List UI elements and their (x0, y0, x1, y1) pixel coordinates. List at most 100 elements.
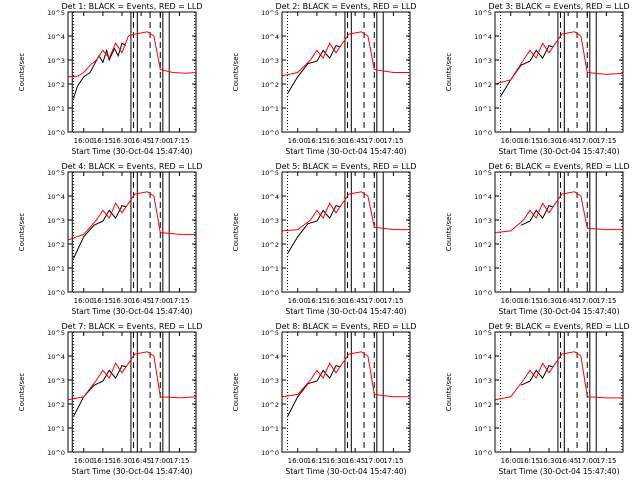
x-tick-label: 16:30 (326, 457, 346, 465)
panel-title: Det 3: BLACK = Events, RED = LLD (489, 2, 630, 11)
plot-frame (281, 331, 411, 453)
y-tick-label: 10^5 (474, 9, 492, 17)
y-tick-label: 10^3 (261, 57, 279, 65)
x-tick-label: 16:30 (112, 137, 132, 145)
x-tick-label: 17:15 (596, 137, 616, 145)
y-tick-label: 10^5 (474, 329, 492, 337)
y-tick-label: 10^3 (47, 377, 65, 385)
x-tick-label: 16:00 (501, 137, 521, 145)
x-tick-label: 17:00 (150, 297, 170, 305)
x-tick-label: 17:00 (364, 297, 384, 305)
panel-title: Det 7: BLACK = Events, RED = LLD (62, 322, 203, 331)
x-tick-label: 16:30 (539, 297, 559, 305)
x-axis-label: Start Time (30-Oct-04 15:47:40) (498, 467, 619, 476)
y-axis-label: Counts/sec (232, 53, 240, 92)
y-tick-label: 10^5 (474, 169, 492, 177)
y-tick-label: 10^5 (261, 329, 279, 337)
x-tick-label: 17:15 (383, 457, 403, 465)
x-tick-label: 16:15 (307, 297, 327, 305)
x-axis-label: Start Time (30-Oct-04 15:47:40) (71, 147, 192, 156)
panel-title: Det 4: BLACK = Events, RED = LLD (62, 162, 203, 171)
x-tick-label: 16:15 (307, 137, 327, 145)
x-tick-label: 17:00 (577, 457, 597, 465)
x-tick-label: 16:15 (520, 457, 540, 465)
events-series-line (287, 44, 340, 94)
x-tick-label: 17:00 (577, 137, 597, 145)
lld-series-line (495, 351, 623, 401)
y-axis-label: Counts/sec (18, 373, 26, 412)
x-tick-label: 16:00 (288, 297, 308, 305)
x-axis-label: Start Time (30-Oct-04 15:47:40) (285, 307, 406, 316)
x-tick-label: 16:45 (558, 137, 578, 145)
x-tick-label: 16:45 (345, 457, 365, 465)
x-tick-label: 16:15 (93, 297, 113, 305)
y-tick-label: 10^4 (47, 33, 65, 41)
x-tick-label: 16:15 (93, 457, 113, 465)
events-series-line (520, 364, 553, 386)
y-tick-label: 10^4 (47, 353, 65, 361)
x-tick-label: 16:15 (520, 297, 540, 305)
y-tick-label: 10^2 (474, 241, 492, 249)
y-tick-label: 10^5 (261, 169, 279, 177)
y-tick-label: 10^3 (261, 217, 279, 225)
x-tick-label: 16:15 (307, 457, 327, 465)
lld-series-line (68, 31, 197, 78)
plot-frame (67, 11, 197, 133)
x-axis-label: Start Time (30-Oct-04 15:47:40) (498, 307, 619, 316)
y-tick-label: 10^4 (474, 353, 492, 361)
y-axis-label: Counts/sec (232, 373, 240, 412)
y-tick-label: 10^2 (261, 81, 279, 89)
y-tick-label: 10^0 (261, 289, 279, 297)
y-tick-label: 10^5 (47, 329, 65, 337)
y-axis-label: Counts/sec (18, 53, 26, 92)
x-tick-label: 16:45 (558, 457, 578, 465)
x-tick-label: 17:15 (383, 137, 403, 145)
plot-frame (67, 171, 197, 293)
y-tick-label: 10^1 (47, 425, 65, 433)
panel-title: Det 1: BLACK = Events, RED = LLD (62, 2, 203, 11)
x-tick-label: 17:00 (577, 297, 597, 305)
events-series-line (73, 364, 126, 417)
x-tick-label: 16:45 (558, 297, 578, 305)
y-tick-label: 10^2 (474, 401, 492, 409)
y-tick-label: 10^4 (261, 193, 279, 201)
panel-title: Det 2: BLACK = Events, RED = LLD (276, 2, 417, 11)
y-axis-label: Counts/sec (232, 213, 240, 252)
x-tick-label: 17:00 (364, 457, 384, 465)
x-axis-label: Start Time (30-Oct-04 15:47:40) (71, 467, 192, 476)
y-tick-label: 10^2 (47, 81, 65, 89)
events-series-line (500, 44, 553, 97)
x-tick-label: 16:30 (112, 457, 132, 465)
x-axis-label: Start Time (30-Oct-04 15:47:40) (285, 467, 406, 476)
y-axis-label: Counts/sec (18, 213, 26, 252)
x-tick-label: 16:15 (520, 137, 540, 145)
y-tick-label: 10^3 (47, 217, 65, 225)
x-tick-label: 17:15 (596, 457, 616, 465)
y-tick-label: 10^2 (47, 401, 65, 409)
y-tick-label: 10^4 (261, 33, 279, 41)
x-tick-label: 16:30 (326, 297, 346, 305)
y-tick-label: 10^1 (474, 425, 492, 433)
events-series-line (287, 204, 340, 254)
x-tick-label: 16:30 (112, 297, 132, 305)
plot-frame (494, 11, 624, 133)
x-tick-label: 16:30 (539, 457, 559, 465)
x-tick-label: 17:00 (150, 457, 170, 465)
x-tick-label: 17:15 (383, 297, 403, 305)
x-tick-label: 17:15 (169, 137, 189, 145)
y-tick-label: 10^0 (474, 129, 492, 137)
panel-title: Det 5: BLACK = Events, RED = LLD (276, 162, 417, 171)
lld-series-line (68, 351, 197, 401)
panel-title: Det 8: BLACK = Events, RED = LLD (276, 322, 417, 331)
plot-frame (67, 331, 197, 453)
plot-frame (494, 331, 624, 453)
y-axis-label: Counts/sec (445, 53, 453, 92)
events-series-line (73, 42, 127, 99)
y-tick-label: 10^3 (47, 57, 65, 65)
